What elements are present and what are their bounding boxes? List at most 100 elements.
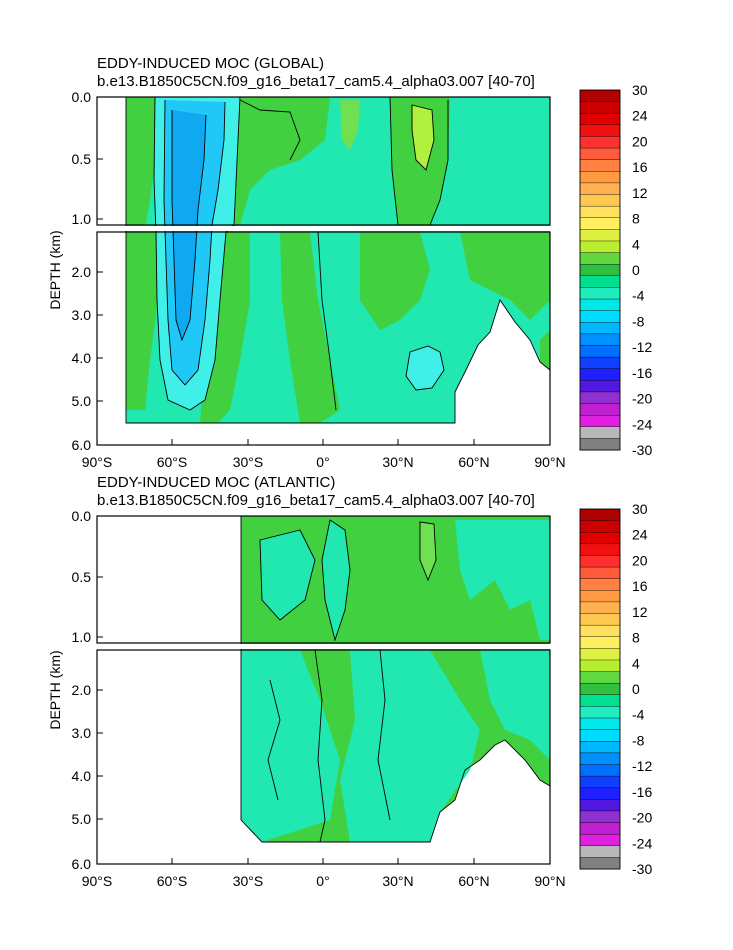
global-ytick-1: 0.5 — [72, 151, 92, 167]
atlantic-ytick-6: 5.0 — [72, 811, 92, 827]
atlantic-xtick-5: 60°N — [458, 873, 489, 889]
atlantic-colorbar-swatch-25 — [579, 799, 621, 812]
atlantic-lime — [420, 522, 436, 580]
atlantic-colorbar-swatch-29 — [579, 845, 621, 858]
global-colorbar-label-2: 20 — [632, 133, 648, 149]
global-ytick-2: 1.0 — [72, 211, 92, 227]
atlantic-ytick-1: 0.5 — [72, 569, 92, 585]
global-contour-9 — [317, 231, 337, 411]
global-contour-2 — [163, 99, 226, 386]
atlantic-colorbar: 30 24 20 16 12 8 4 0 -4 -8 -12 -16 -20 -24 -30 — [579, 501, 652, 877]
global-xtick-2: 30°S — [233, 454, 264, 470]
atlantic-subtitle: b.e13.B1850C5CN.f09_g16_beta17_cam5.4_al… — [97, 492, 535, 509]
atlantic-colorbar-label-0: 30 — [632, 501, 648, 517]
atlantic-colorbar-swatch-15 — [579, 682, 621, 696]
atlantic-colorbar-swatch-13 — [579, 659, 621, 673]
global-colorbar-label-12: -20 — [632, 391, 652, 407]
atlantic-colorbar-label-12: -20 — [632, 810, 652, 826]
atlantic-colorbar-swatch-10 — [579, 624, 621, 638]
global-colorbar-label-6: 4 — [632, 236, 640, 252]
global-contour-4 — [239, 99, 301, 161]
atlantic-colorbar-swatch-30 — [579, 857, 621, 870]
atlantic-xtick-2: 30°S — [233, 873, 264, 889]
global-colorbar-swatch-4 — [579, 136, 621, 149]
global-upper-frame — [96, 96, 551, 226]
atlantic-colorbar-swatch-0 — [579, 508, 621, 522]
global-xtick-5: 60°N — [458, 454, 489, 470]
atlantic-colorbar-swatch-17 — [579, 706, 621, 719]
global-colorbar-label-9: -8 — [632, 313, 645, 329]
atlantic-teal-6 — [480, 650, 550, 760]
atlantic-field — [240, 516, 550, 843]
atlantic-colorbar-label-3: 16 — [632, 578, 648, 594]
global-contour-10 — [125, 97, 550, 424]
atlantic-contour-3 — [314, 649, 326, 843]
global-colorbar-swatch-20 — [579, 322, 621, 335]
global-green-4 — [340, 100, 360, 150]
atlantic-colorbar-label-7: 0 — [632, 681, 640, 697]
atlantic-xtick-6: 90°N — [534, 873, 565, 889]
atlantic-colorbar-label-4: 12 — [632, 604, 648, 620]
global-colorbar-swatch-27 — [579, 403, 621, 416]
atlantic-teal-5 — [340, 650, 480, 842]
atlantic-colorbar-frame — [579, 508, 621, 870]
atlantic-panel: EDDY-INDUCED MOC (ATLANTIC) b.e13.B1850C… — [47, 474, 652, 889]
global-colorbar-swatch-19 — [579, 310, 621, 323]
global-ylabel: DEPTH (km) — [47, 230, 63, 309]
global-colorbar-label-5: 8 — [632, 211, 640, 227]
global-colorbar-swatch-17 — [579, 287, 621, 300]
global-colorbar-swatch-21 — [579, 333, 621, 346]
global-colorbar-swatch-7 — [579, 171, 621, 184]
atlantic-contour-2 — [321, 519, 351, 642]
global-colorbar-swatch-5 — [579, 147, 621, 161]
atlantic-ytick-4: 3.0 — [72, 725, 92, 741]
atlantic-colorbar-swatch-11 — [579, 636, 621, 649]
global-contour-7 — [411, 104, 435, 171]
atlantic-xtick-1: 60°S — [157, 873, 188, 889]
atlantic-xtick-0: 90°S — [82, 873, 113, 889]
atlantic-xtick-3: 0° — [316, 873, 329, 889]
atlantic-teal-3 — [455, 520, 550, 640]
atlantic-colorbar-swatch-28 — [579, 833, 621, 847]
global-contour-5 — [389, 97, 399, 226]
atlantic-ytick-5: 4.0 — [72, 768, 92, 784]
global-colorbar-label-3: 16 — [632, 159, 648, 175]
atlantic-colorbar-swatch-21 — [579, 752, 621, 765]
global-colorbar-swatch-9 — [579, 194, 621, 207]
global-colorbar-swatch-3 — [579, 124, 621, 137]
atlantic-colorbar-swatch-4 — [579, 555, 621, 568]
global-colorbar-swatch-25 — [579, 380, 621, 393]
global-green-1 — [126, 97, 160, 225]
atlantic-colorbar-swatch-24 — [579, 787, 621, 800]
global-contour-6 — [429, 100, 449, 226]
atlantic-colorbar-label-2: 20 — [632, 552, 648, 568]
atlantic-contour-5 — [267, 679, 281, 801]
atlantic-teal-2 — [322, 520, 350, 640]
global-colorbar-frame — [579, 89, 621, 451]
global-colorbar-label-14: -30 — [632, 442, 652, 458]
global-xtick-1: 60°S — [157, 454, 188, 470]
atlantic-colorbar-swatch-1 — [579, 520, 621, 533]
global-ytick-6: 5.0 — [72, 393, 92, 409]
atlantic-contour-6 — [419, 521, 437, 582]
global-colorbar-swatch-18 — [579, 298, 621, 312]
global-colorbar-swatch-24 — [579, 368, 621, 381]
global-field — [125, 97, 550, 424]
global-ytick-0: 0.0 — [72, 89, 92, 105]
global-green-7 — [280, 232, 340, 423]
global-colorbar-label-8: -4 — [632, 288, 645, 304]
global-colorbar-label-7: 0 — [632, 262, 640, 278]
global-subtitle: b.e13.B1850C5CN.f09_g16_beta17_cam5.4_al… — [97, 73, 535, 90]
global-colorbar-swatch-1 — [579, 101, 621, 114]
global-panel: EDDY-INDUCED MOC (GLOBAL) b.e13.B1850C5C… — [47, 55, 652, 470]
atlantic-colorbar-label-14: -30 — [632, 861, 652, 877]
global-xtick-6: 90°N — [534, 454, 565, 470]
atlantic-ytick-3: 2.0 — [72, 682, 92, 698]
global-colorbar-swatch-2 — [579, 113, 621, 126]
atlantic-colorbar-swatch-9 — [579, 613, 621, 626]
global-colorbar-swatch-30 — [579, 438, 621, 451]
atlantic-colorbar-swatch-12 — [579, 648, 621, 661]
global-ytick-4: 3.0 — [72, 307, 92, 323]
global-colorbar-label-13: -24 — [632, 416, 652, 432]
global-colorbar-swatch-26 — [579, 391, 621, 405]
